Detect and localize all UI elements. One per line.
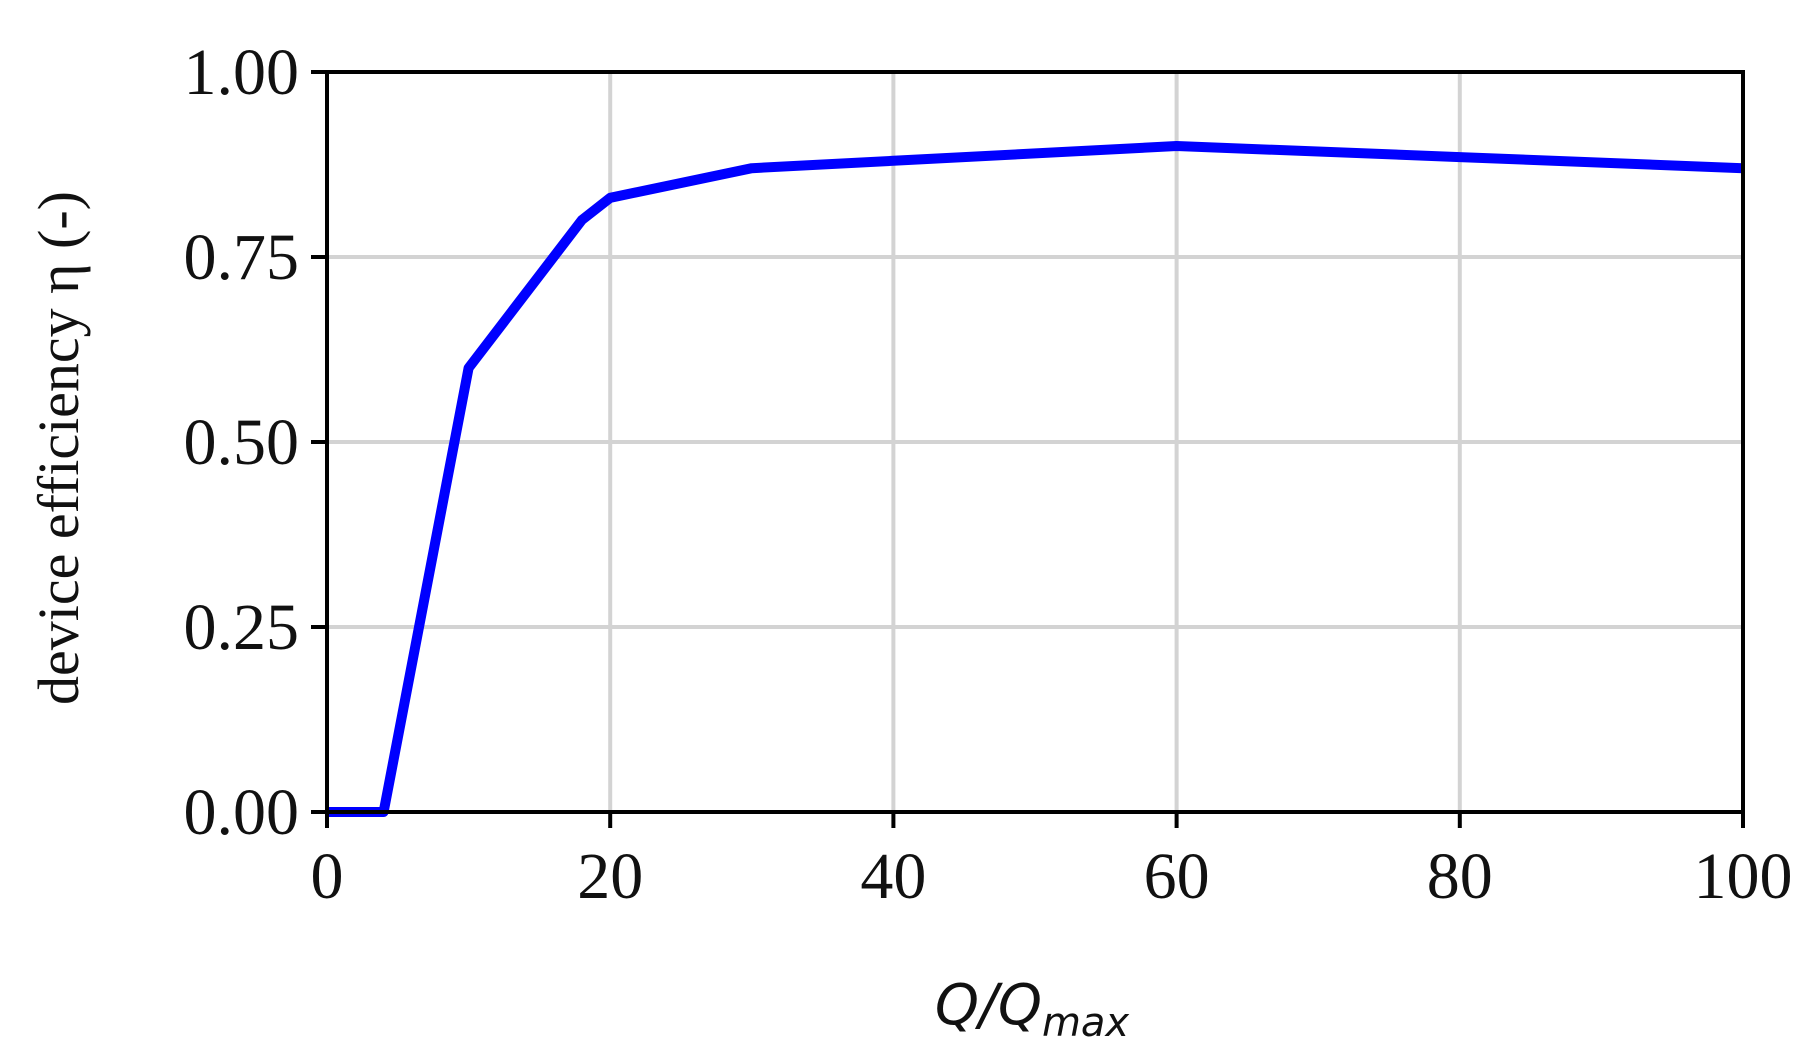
y-tick-label-1: 0.25 xyxy=(184,591,300,664)
x-axis-label-main: Q/Q xyxy=(935,973,1042,1038)
grid-lines xyxy=(325,70,1745,814)
y-tick-label-2: 0.50 xyxy=(184,406,300,479)
x-axis-label-subscript: max xyxy=(1042,1000,1129,1046)
y-tick-label-3: 0.75 xyxy=(184,221,300,294)
series-line-0 xyxy=(327,141,1744,817)
y-tick-labels: 0.00 0.25 0.50 0.75 1.00 xyxy=(184,36,300,849)
x-tick-label-0: 0 xyxy=(311,840,344,913)
x-axis-label: Q/Qmax xyxy=(935,973,1130,1046)
y-tick-label-4: 1.00 xyxy=(184,36,300,109)
y-tick-label-0: 0.00 xyxy=(184,776,300,849)
x-tick-labels: 0 20 40 60 80 100 xyxy=(311,840,1793,913)
axis-ticks xyxy=(311,70,1745,828)
x-tick-label-5: 100 xyxy=(1694,840,1793,913)
y-axis-label: device efficiency η (-) xyxy=(26,191,91,705)
x-tick-label-3: 60 xyxy=(1144,840,1210,913)
x-tick-label-1: 20 xyxy=(577,840,643,913)
series-layer xyxy=(327,141,1744,817)
x-tick-label-4: 80 xyxy=(1427,840,1493,913)
x-tick-label-2: 40 xyxy=(860,840,926,913)
